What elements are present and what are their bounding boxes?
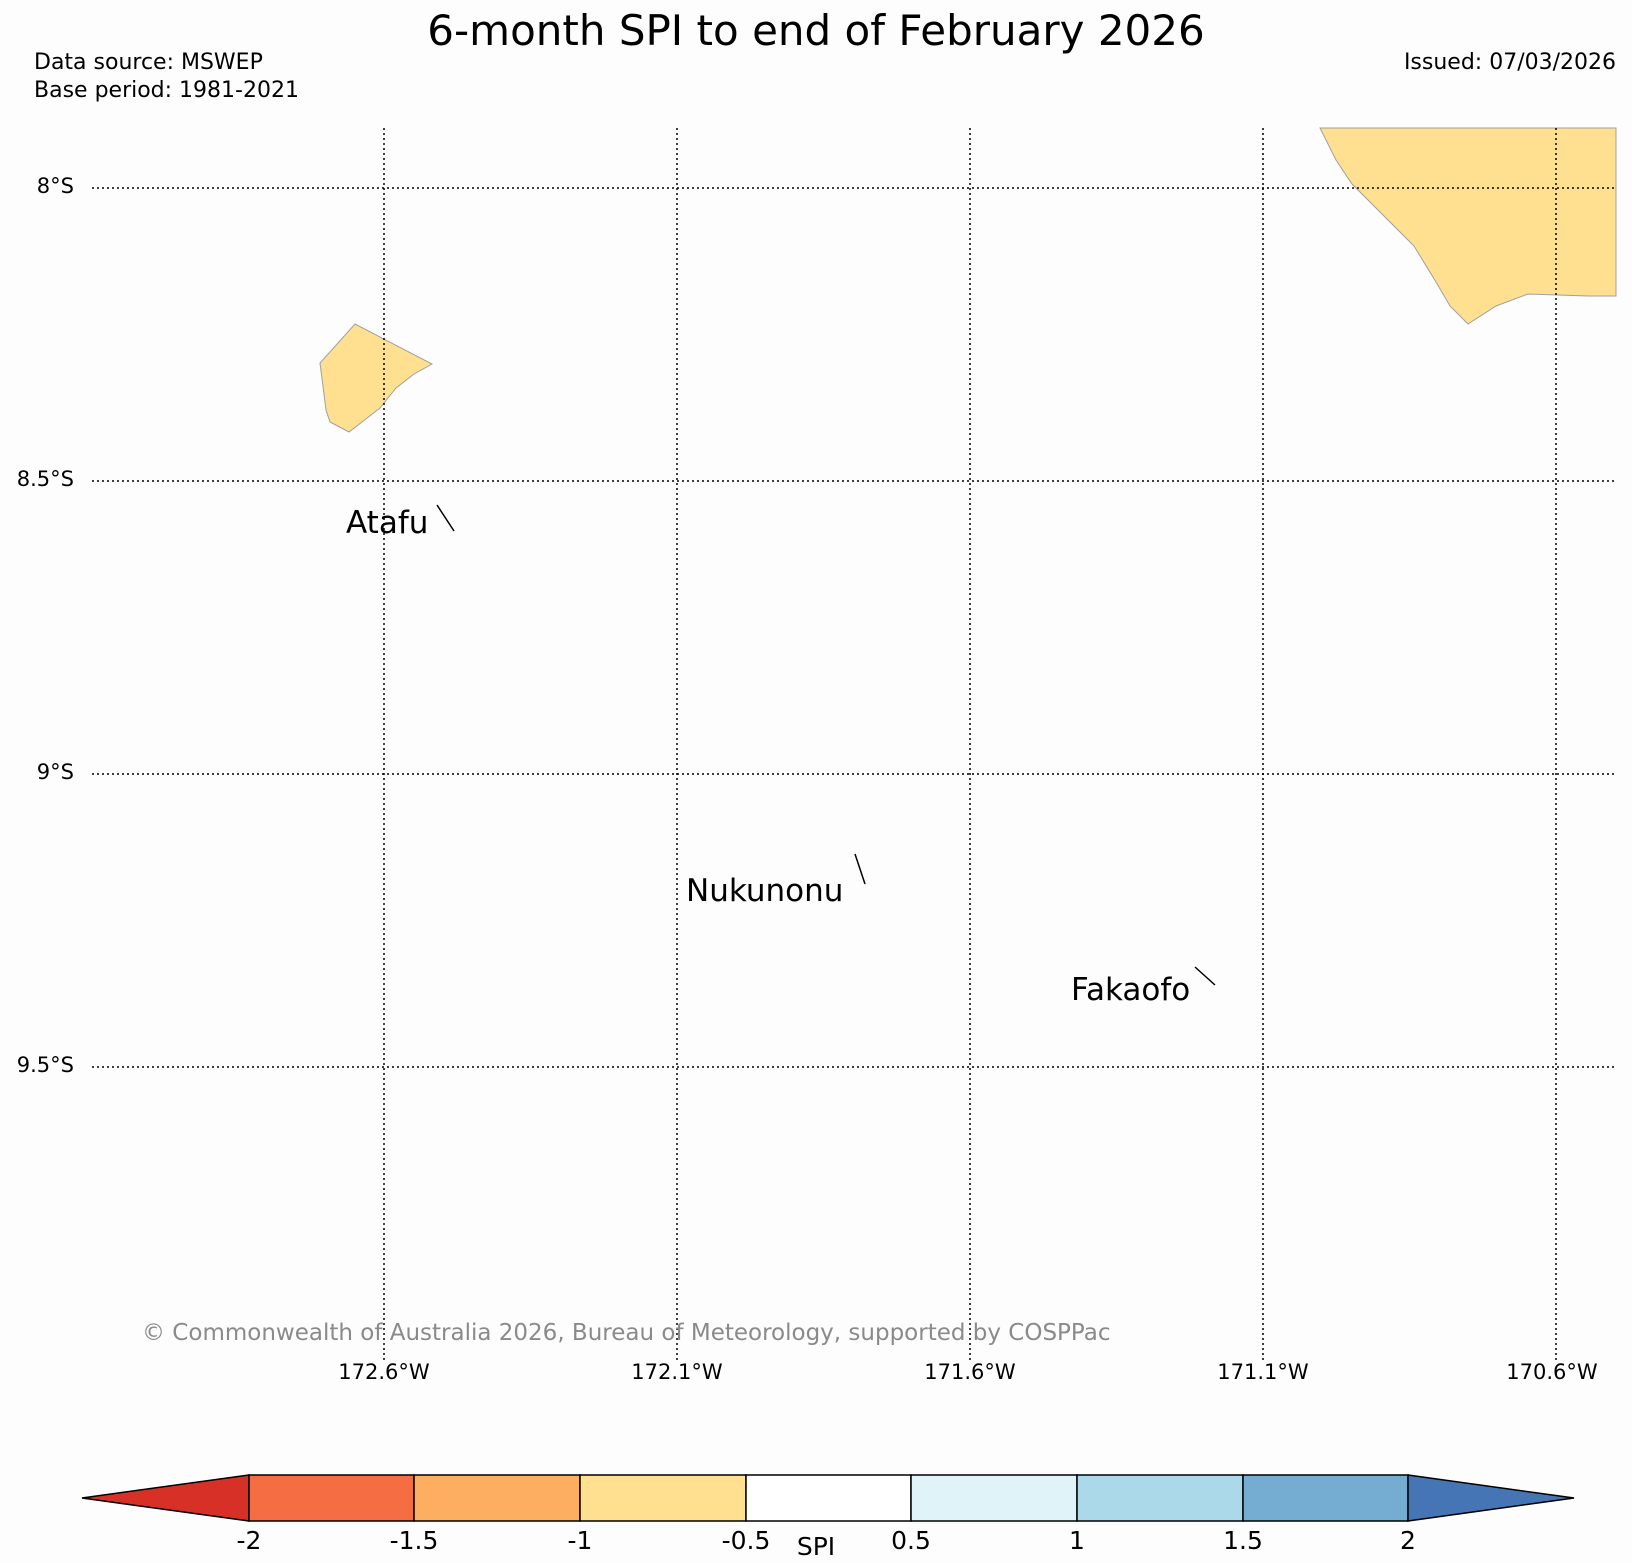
colorbar (81, 1474, 1575, 1522)
atoll-atafu (436, 504, 455, 532)
colorbar-segment-4 (745, 1474, 912, 1522)
colorbar-segment-7 (1242, 1474, 1409, 1522)
place-label-fakaofo: Fakaofo (1071, 972, 1191, 1008)
colorbar-tick-label: -1 (567, 1526, 593, 1555)
colorbar-segment-1 (248, 1474, 415, 1522)
lon-label-171-6w: 171.6°W (924, 1360, 1016, 1384)
lon-label-172-1w: 172.1°W (631, 1360, 723, 1384)
map-title: 6-month SPI to end of February 2026 (427, 6, 1205, 55)
lon-label-172-6w: 172.6°W (338, 1360, 430, 1384)
atoll-fakaofo (1194, 966, 1216, 986)
lat-label-9s: 9°S (36, 760, 74, 784)
colorbar-segment-6 (1076, 1474, 1244, 1522)
atoll-nukunonu (854, 853, 866, 885)
colorbar-tick-label: 1 (1069, 1526, 1085, 1555)
data-source: Data source: MSWEP (34, 50, 263, 75)
gridlines (92, 128, 1616, 1360)
colorbar-extend-high (1407, 1474, 1575, 1522)
colorbar-title: SPI (796, 1532, 836, 1561)
lat-label-9-5s: 9.5°S (16, 1053, 74, 1077)
lon-label-170-6w: 170.6°W (1506, 1360, 1598, 1384)
colorbar-tick-label: -2 (236, 1526, 262, 1555)
issued-date: Issued: 07/03/2026 (1403, 50, 1616, 75)
place-label-atafu: Atafu (346, 505, 429, 541)
colorbar-tick-label: -1.5 (389, 1526, 439, 1555)
spi-region-northeast (1319, 127, 1617, 325)
lat-label-8s: 8°S (36, 174, 74, 198)
place-label-nukunonu: Nukunonu (686, 873, 844, 909)
colorbar-segment-3 (579, 1474, 747, 1522)
colorbar-tick-label: 1.5 (1223, 1526, 1263, 1555)
colorbar-segment-5 (910, 1474, 1078, 1522)
spi-region-atafu (319, 323, 434, 433)
colorbar-tick-label: -0.5 (721, 1526, 771, 1555)
colorbar-extend-low (81, 1474, 250, 1522)
base-period: Base period: 1981-2021 (34, 78, 299, 103)
colorbar-segment-2 (413, 1474, 581, 1522)
lat-label-8-5s: 8.5°S (16, 467, 74, 491)
copyright-notice: © Commonwealth of Australia 2026, Bureau… (142, 1320, 1111, 1346)
colorbar-tick-label: 2 (1400, 1526, 1416, 1555)
lon-label-171-1w: 171.1°W (1217, 1360, 1309, 1384)
colorbar-tick-label: 0.5 (891, 1526, 931, 1555)
